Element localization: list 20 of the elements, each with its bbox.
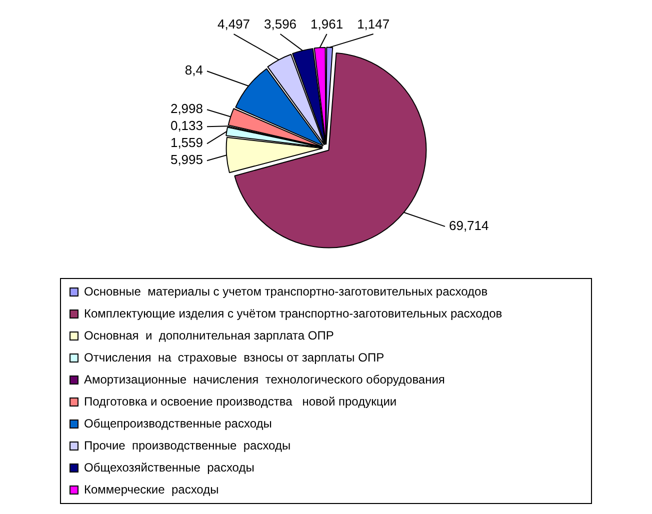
legend-label: Основная и дополнительная зарплата ОПР [84,328,334,342]
data-label: 1,559 [170,135,204,150]
legend-label: Основные материалы с учетом транспортно-заготовительных расходов [84,284,488,298]
legend-label: Коммерческие расходы [84,482,219,496]
legend-label: Прочие производственные расходы [84,438,291,452]
data-label: 5,995 [170,152,204,168]
data-label: 1,961 [310,16,344,32]
legend-label: Комплектующие изделия с учётом транспортно-заготовительных расходов [84,306,502,320]
data-label: 1,147 [357,16,390,32]
legend-label: Общепроизводственные расходы [84,416,272,430]
data-label: 0,133 [170,118,204,134]
legend-label: Подготовка и освоение производства новой продукции [84,394,397,408]
data-label: 4,497 [217,16,250,32]
data-label: 69,714 [448,218,489,233]
legend-label: Общехозяйственные расходы [84,460,254,474]
legend-label: Отчисления на страховые взносы от зарплаты ОПР [84,350,384,364]
data-label: 3,596 [264,16,297,32]
data-label: 2,998 [170,101,204,116]
data-label: 8,4 [184,62,204,78]
legend-label: Амортизационные начисления технологического оборудования [84,372,445,386]
